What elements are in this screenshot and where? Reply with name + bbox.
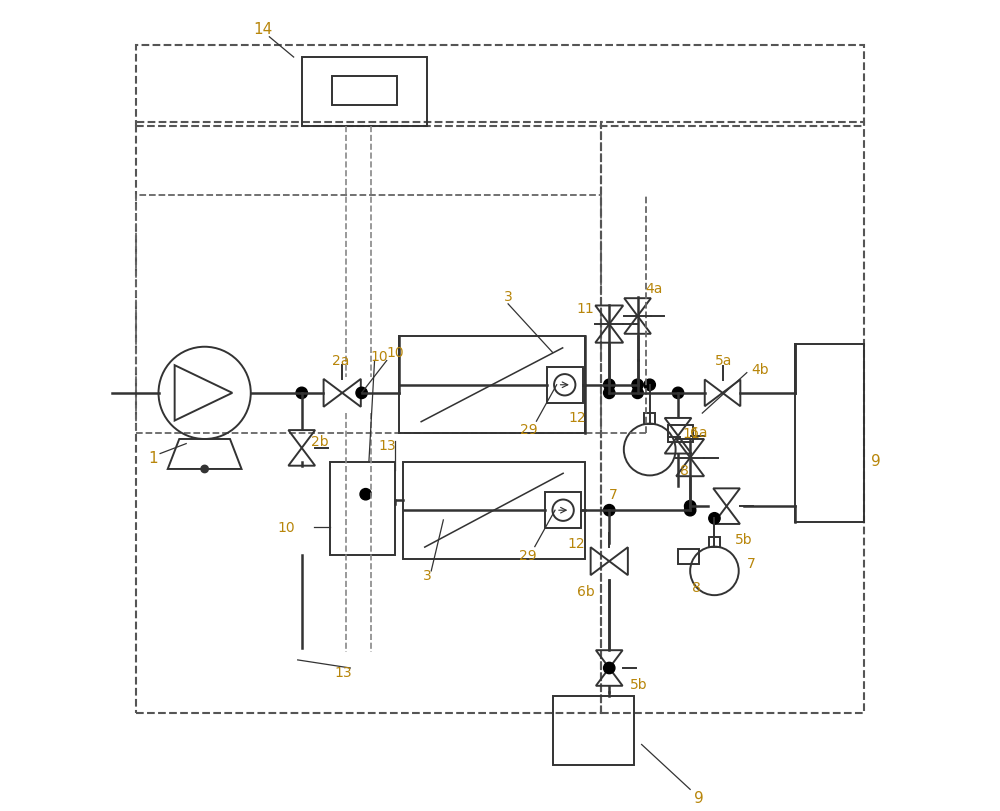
Circle shape bbox=[201, 466, 208, 473]
Text: 8: 8 bbox=[692, 581, 701, 594]
Text: 5b: 5b bbox=[735, 532, 752, 546]
Text: 10: 10 bbox=[277, 520, 295, 534]
Text: 13: 13 bbox=[334, 665, 352, 679]
Bar bbox=[403, 462, 585, 559]
Bar bbox=[668, 425, 693, 442]
Bar bbox=[795, 345, 864, 523]
Circle shape bbox=[604, 388, 615, 399]
Text: 3: 3 bbox=[423, 569, 432, 582]
Bar bbox=[330, 462, 395, 555]
Circle shape bbox=[604, 663, 615, 674]
Text: 2b: 2b bbox=[311, 435, 329, 448]
Circle shape bbox=[360, 489, 371, 500]
Text: 7: 7 bbox=[609, 487, 618, 501]
Bar bbox=[545, 493, 581, 528]
Text: 7: 7 bbox=[747, 556, 756, 570]
Text: 9: 9 bbox=[694, 790, 704, 805]
Bar bbox=[547, 367, 583, 403]
Circle shape bbox=[604, 505, 615, 517]
Bar bbox=[136, 195, 601, 434]
Circle shape bbox=[685, 501, 696, 513]
Text: 4a: 4a bbox=[646, 281, 663, 295]
Circle shape bbox=[685, 505, 696, 517]
Text: 14: 14 bbox=[253, 22, 272, 37]
Circle shape bbox=[604, 380, 615, 391]
Text: 10: 10 bbox=[387, 346, 404, 360]
Text: 6b: 6b bbox=[577, 585, 595, 599]
Bar bbox=[709, 538, 720, 547]
Text: 3: 3 bbox=[504, 290, 513, 303]
Bar bbox=[399, 337, 585, 434]
Circle shape bbox=[632, 380, 643, 391]
Text: 29: 29 bbox=[519, 548, 536, 562]
Text: 9: 9 bbox=[871, 453, 880, 468]
Text: 11: 11 bbox=[682, 427, 700, 441]
Bar bbox=[136, 122, 601, 713]
Text: 1: 1 bbox=[148, 451, 158, 466]
Bar bbox=[332, 77, 397, 106]
Text: 8: 8 bbox=[680, 463, 689, 477]
Bar bbox=[302, 58, 427, 127]
Bar bbox=[553, 697, 634, 765]
Text: 11: 11 bbox=[577, 302, 595, 315]
Text: 2a: 2a bbox=[332, 354, 350, 368]
Text: 5a: 5a bbox=[714, 354, 732, 368]
Text: 5b: 5b bbox=[629, 677, 647, 691]
Bar bbox=[644, 414, 655, 424]
Bar bbox=[601, 122, 864, 713]
Text: 4b: 4b bbox=[751, 363, 768, 376]
Text: 13: 13 bbox=[379, 439, 396, 453]
Circle shape bbox=[356, 388, 367, 399]
Text: 12: 12 bbox=[569, 410, 586, 425]
Text: 29: 29 bbox=[520, 423, 538, 437]
Circle shape bbox=[672, 388, 684, 399]
Bar bbox=[136, 46, 864, 127]
Text: 10: 10 bbox=[371, 350, 388, 364]
Text: 12: 12 bbox=[567, 536, 585, 550]
Circle shape bbox=[632, 388, 643, 399]
Bar bbox=[678, 549, 699, 564]
Circle shape bbox=[296, 388, 307, 399]
Circle shape bbox=[644, 380, 655, 391]
Text: 6a: 6a bbox=[690, 425, 708, 440]
Circle shape bbox=[709, 513, 720, 524]
